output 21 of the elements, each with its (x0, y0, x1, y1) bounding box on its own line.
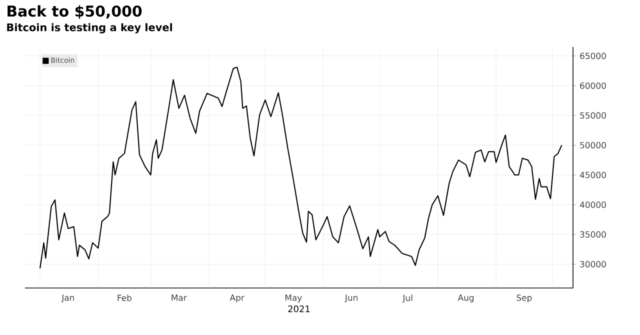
x-tick-label: Jul (402, 294, 412, 303)
x-tick-label: Jun (344, 294, 358, 302)
y-tick-label: 50000 (580, 142, 606, 148)
x-tick-label: Jan (61, 294, 74, 302)
x-tick-label: Sep (516, 294, 532, 303)
y-tick-label: 60000 (580, 82, 606, 89)
y-tick-label: 40000 (580, 201, 606, 208)
y-tick-label: 65000 (580, 52, 606, 60)
y-tick-label: 35000 (580, 231, 606, 238)
x-tick-label: Aug (458, 294, 474, 302)
line-series (39, 66, 562, 269)
x-axis-title: 2021 (288, 305, 310, 312)
x-tick-label: Mar (172, 294, 187, 301)
x-tick-label: Feb (118, 294, 132, 302)
x-tick-label: Apr (230, 294, 244, 302)
y-tick-label: 55000 (580, 112, 606, 119)
x-tick-label: May (285, 294, 302, 302)
y-tick-label: 30000 (580, 261, 606, 268)
chart-title: Back to $50,000 (8, 5, 142, 19)
y-tick-label: 45000 (580, 172, 606, 178)
chart-subtitle: Bitcoin is testing a key level (7, 23, 172, 34)
